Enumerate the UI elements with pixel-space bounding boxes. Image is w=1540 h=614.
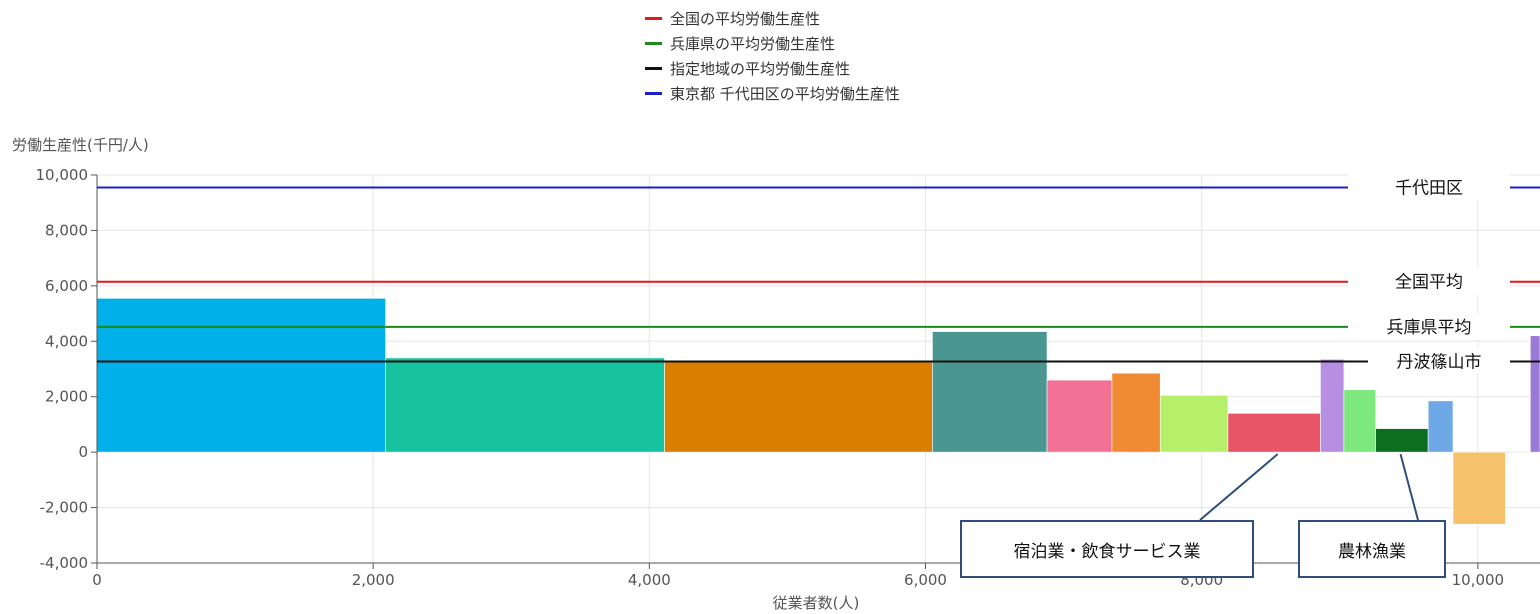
reference-label-bg [1348, 313, 1510, 340]
callout-accommodation-food: 宿泊業・飲食サービス業 [960, 520, 1254, 578]
y-tick-label: 2,000 [45, 388, 88, 406]
legend-label: 指定地域の平均労働生産性 [670, 60, 851, 78]
x-tick-label: 4,000 [628, 571, 671, 589]
legend: 全国の平均労働生産性 兵庫県の平均労働生産性 指定地域の平均労働生産性 東京都 … [645, 6, 900, 106]
bar-13 [1530, 335, 1540, 453]
reference-label-1: 全国平均 [1395, 273, 1463, 293]
bar-7 [1227, 413, 1321, 453]
y-tick-label: 6,000 [45, 277, 88, 295]
callout-leader-line [1199, 453, 1279, 521]
bar-5 [1111, 372, 1161, 453]
bar-3 [932, 331, 1048, 453]
legend-label: 全国の平均労働生産性 [670, 10, 821, 28]
y-tick-label: -2,000 [40, 499, 88, 517]
bar-2 [664, 361, 933, 453]
reference-label-3: 丹波篠山市 [1397, 353, 1482, 373]
y-tick-label: 8,000 [45, 221, 88, 239]
bar-4 [1046, 379, 1113, 453]
callout-label: 宿泊業・飲食サービス業 [1013, 541, 1201, 562]
legend-label: 東京都 千代田区の平均労働生産性 [670, 85, 900, 103]
legend-swatch-icon [645, 42, 662, 45]
callout-leader-line [1399, 453, 1419, 521]
x-axis-title: 従業者数(人) [772, 594, 860, 612]
x-tick-label: 6,000 [904, 571, 947, 589]
bar-10 [1375, 428, 1429, 453]
bar-8 [1320, 358, 1345, 453]
bar-0 [96, 298, 386, 453]
reference-label-bg [1348, 174, 1510, 201]
y-tick-label: 0 [78, 443, 88, 461]
legend-label: 兵庫県の平均労働生産性 [670, 35, 836, 53]
legend-swatch-icon [645, 92, 662, 95]
x-tick-label: 0 [92, 571, 102, 589]
legend-swatch-icon [645, 67, 662, 70]
x-axis-title-wrap: 従業者数(人) [0, 592, 1540, 613]
reference-label-2: 兵庫県平均 [1387, 318, 1472, 338]
x-tick-label: 10,000 [1452, 571, 1505, 589]
x-tick-label: 2,000 [352, 571, 395, 589]
y-tick-label: -4,000 [40, 554, 88, 572]
bar-6 [1159, 395, 1229, 453]
legend-item-chiyoda[interactable]: 東京都 千代田区の平均労働生産性 [645, 81, 900, 106]
bar-9 [1343, 389, 1376, 453]
y-tick-label: 10,000 [36, 166, 89, 184]
bar-11 [1427, 400, 1454, 453]
reference-label-bg [1368, 348, 1510, 375]
legend-item-national[interactable]: 全国の平均労働生産性 [645, 6, 900, 31]
bar-12 [1452, 451, 1506, 525]
reference-label-0: 千代田区 [1395, 178, 1463, 198]
legend-item-region[interactable]: 指定地域の平均労働生産性 [645, 56, 900, 81]
reference-label-bg [1348, 268, 1510, 295]
callout-label: 農林漁業 [1338, 541, 1406, 562]
legend-item-hyogo[interactable]: 兵庫県の平均労働生産性 [645, 31, 900, 56]
legend-swatch-icon [645, 17, 662, 20]
callout-agriculture: 農林漁業 [1298, 520, 1446, 578]
y-axis-title: 労働生産性(千円/人) [12, 136, 149, 154]
bar-1 [385, 357, 665, 453]
y-tick-label: 4,000 [45, 332, 88, 350]
